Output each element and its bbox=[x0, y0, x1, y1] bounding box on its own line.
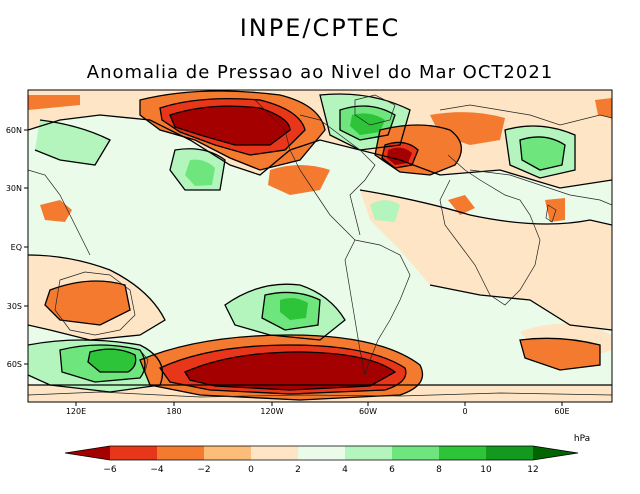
lat-label: 30N bbox=[6, 184, 22, 193]
colorbar-tick-label: 6 bbox=[389, 465, 395, 475]
contour-pos4-greenland bbox=[339, 105, 396, 141]
contour-zero-atlantic bbox=[359, 189, 612, 226]
contour-neg2-south-indian bbox=[519, 337, 601, 371]
contour-pos4-south-pacific bbox=[261, 291, 321, 331]
coast-north-america-west bbox=[254, 99, 356, 241]
contour-zero-indian bbox=[28, 254, 166, 341]
field-pos-siberia bbox=[35, 120, 110, 165]
coast-eurasia-north bbox=[439, 104, 612, 126]
contour-neg2-aleutian bbox=[139, 90, 326, 171]
colorbar-cell bbox=[392, 446, 439, 460]
coast-south-america-west bbox=[344, 239, 366, 376]
lon-label: 120E bbox=[66, 407, 86, 416]
colorbar-tick-label: 12 bbox=[527, 465, 538, 475]
contour-neg4-north-atlantic bbox=[381, 141, 419, 169]
colorbar-cell bbox=[110, 446, 157, 460]
field-neg-scandinavia bbox=[430, 112, 505, 145]
field-neg-far-east bbox=[595, 98, 612, 118]
colorbar-unit: hPa bbox=[574, 434, 590, 444]
contour-pos2-siberia bbox=[34, 119, 111, 166]
contour-pos2-south-pacific bbox=[224, 283, 346, 341]
colorbar-cell bbox=[345, 446, 392, 460]
colorbar-tick-label: 8 bbox=[436, 465, 442, 475]
lon-axis: 120E 180 120W 60W 0 60E bbox=[66, 402, 570, 416]
colorbar-cell bbox=[65, 446, 110, 460]
field-neg-sahara bbox=[448, 195, 475, 215]
contour-neg4-aleutian bbox=[159, 97, 306, 156]
colorbar-cell bbox=[204, 446, 251, 460]
field-neg-north-atlantic-peak bbox=[387, 147, 412, 165]
colorbar-cell bbox=[439, 446, 486, 460]
field-neg-south-indian-core bbox=[520, 338, 600, 370]
contour-neg2-southern bbox=[139, 334, 424, 401]
coast-antarctica bbox=[28, 391, 612, 398]
field-neg-madagascar bbox=[545, 198, 565, 222]
contour-pos6-tasman bbox=[87, 348, 137, 373]
lat-label: 60S bbox=[7, 360, 22, 369]
field-pos-north-pacific-core bbox=[185, 159, 215, 186]
contour-neg2-north-atlantic bbox=[374, 124, 462, 176]
lat-label: 60N bbox=[6, 126, 22, 135]
field-neg-east-pacific bbox=[268, 165, 330, 195]
contour-neg6-southern bbox=[184, 351, 397, 391]
lon-label: 60W bbox=[359, 407, 377, 416]
colorbar-tick-label: 4 bbox=[342, 465, 348, 475]
coast-new-zealand bbox=[139, 349, 149, 373]
map-frame bbox=[27, 89, 613, 403]
contour-pos4-eurasia bbox=[519, 136, 566, 171]
colorbar-cell bbox=[157, 446, 204, 460]
lon-label: 60E bbox=[554, 407, 569, 416]
contour-neg4-southern bbox=[159, 344, 407, 395]
lon-label: 0 bbox=[462, 407, 467, 416]
contour-pos2-eurasia bbox=[504, 125, 576, 179]
contour-neg2-australia bbox=[44, 280, 131, 326]
coast-greenland bbox=[354, 94, 396, 126]
map-subtitle: Anomalia de Pressao ao Nivel do Mar OCT2… bbox=[86, 62, 554, 83]
coast-africa bbox=[439, 154, 541, 306]
coast-australia bbox=[54, 271, 136, 336]
lon-label: 180 bbox=[166, 407, 181, 416]
contour-neg6-aleutian bbox=[169, 105, 291, 146]
colorbar-tick-label: −6 bbox=[103, 465, 117, 475]
coast-north-america-east bbox=[299, 114, 376, 236]
contour-pos2-tasman bbox=[28, 339, 164, 393]
coastlines bbox=[28, 94, 612, 398]
field-pos-tropical-atlantic bbox=[370, 200, 400, 222]
colorbar-tick-label: 0 bbox=[248, 465, 254, 475]
contour-zero-south-atlantic bbox=[429, 284, 612, 331]
colorbar-cell bbox=[486, 446, 533, 460]
lat-axis: 60N 30N EQ 30S 60S bbox=[6, 126, 28, 369]
colorbar-cell bbox=[533, 446, 578, 460]
field-neg-east-asia bbox=[40, 200, 72, 222]
lat-label: 30S bbox=[7, 302, 22, 311]
colorbar-tick-label: −2 bbox=[197, 465, 210, 475]
field-pos-tasman-peak bbox=[88, 349, 136, 372]
coast-madagascar bbox=[545, 204, 557, 223]
coast-south-america-east bbox=[354, 239, 411, 376]
lat-label: EQ bbox=[11, 243, 22, 252]
colorbar-outline bbox=[64, 445, 579, 461]
colorbar-cell bbox=[251, 446, 298, 460]
colorbar: −6 −4 −2 0 2 4 6 8 10 12 hPa bbox=[64, 434, 590, 475]
field-pos-eurasia-core bbox=[520, 136, 565, 170]
field-pos-south-pacific-peak bbox=[280, 298, 308, 320]
lon-label: 120W bbox=[260, 407, 283, 416]
field-neg-arctic-west bbox=[28, 95, 80, 110]
colorbar-tick-label: −4 bbox=[150, 465, 164, 475]
field-neg-australia bbox=[45, 281, 130, 325]
field-neg-aleutian-peak bbox=[170, 106, 290, 145]
contour-pos2-north-pacific bbox=[169, 148, 226, 191]
coast-east-asia bbox=[28, 169, 91, 256]
colorbar-tick-label: 2 bbox=[295, 465, 301, 475]
colorbar-cell bbox=[298, 446, 345, 460]
field-pos-greenland-peak bbox=[350, 113, 385, 135]
map-title: INPE/CPTEC bbox=[239, 14, 401, 42]
colorbar-tick-label: 10 bbox=[480, 465, 492, 475]
coast-eurasia-south bbox=[469, 169, 612, 206]
field-neg-southern-ocean-peak bbox=[185, 352, 395, 390]
field-neg-atlantic bbox=[360, 190, 612, 330]
